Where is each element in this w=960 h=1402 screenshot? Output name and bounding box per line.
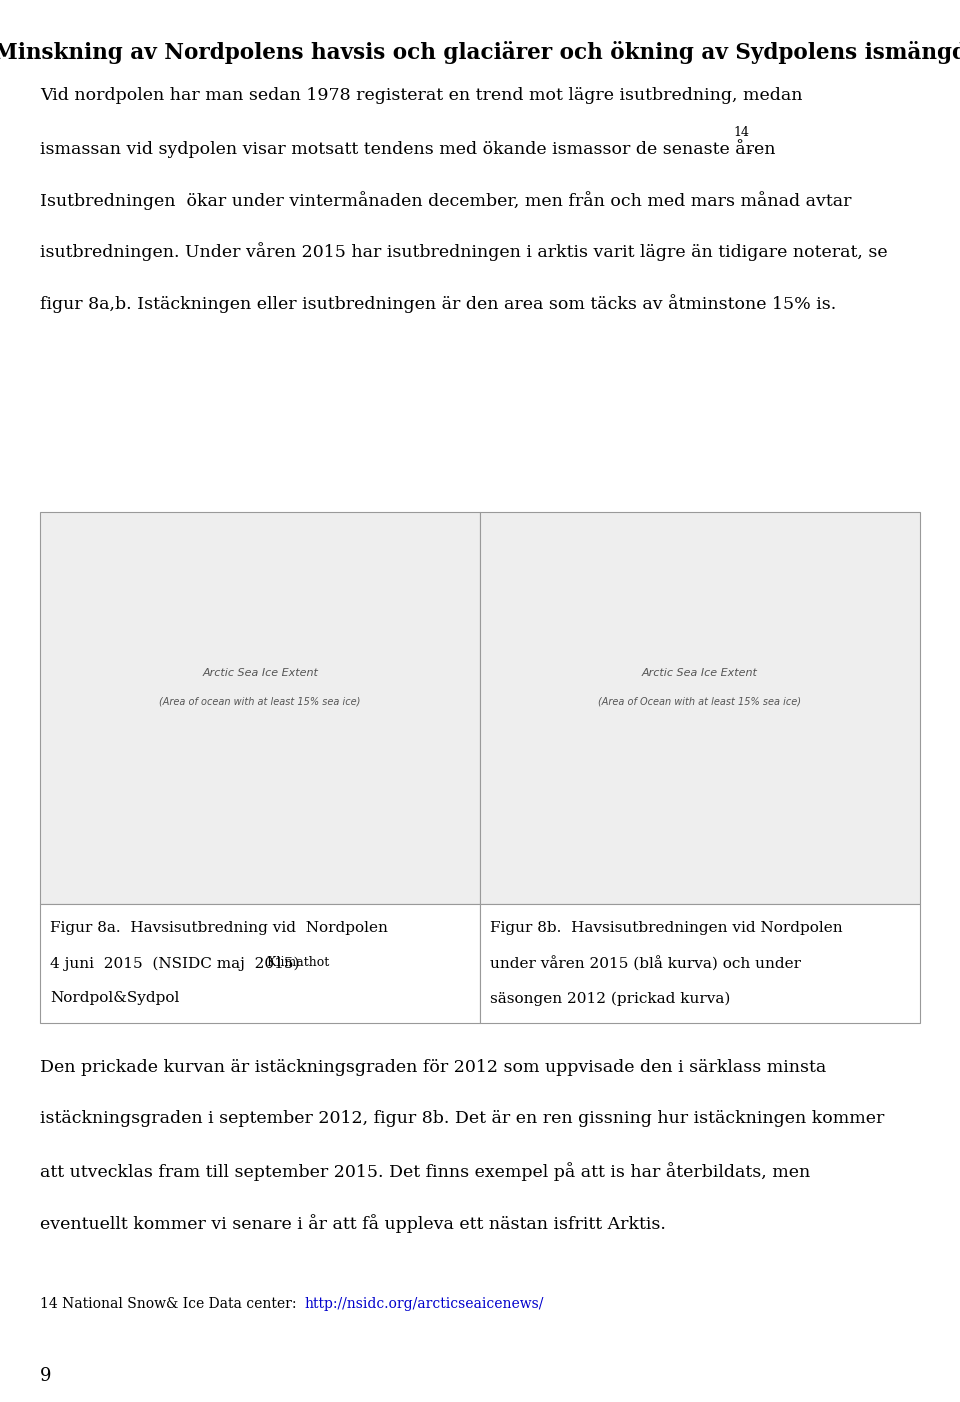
Bar <box>40 512 480 904</box>
Text: figur 8a,b. Istäckningen eller isutbredningen är den area som täcks av åtminston: figur 8a,b. Istäckningen eller isutbredn… <box>40 294 836 313</box>
Text: Den prickade kurvan är istäckningsgraden för 2012 som uppvisade den i särklass m: Den prickade kurvan är istäckningsgraden… <box>40 1059 827 1075</box>
Text: isutbredningen. Under våren 2015 har isutbredningen i arktis varit lägre än tidi: isutbredningen. Under våren 2015 har isu… <box>40 243 888 261</box>
Text: istäckningsgraden i september 2012, figur 8b. Det är en ren gissning hur istäckn: istäckningsgraden i september 2012, figu… <box>40 1110 885 1127</box>
Text: (Area of ocean with at least 15% sea ice): (Area of ocean with at least 15% sea ice… <box>159 695 361 707</box>
Text: under våren 2015 (blå kurva) och under: under våren 2015 (blå kurva) och under <box>490 956 801 972</box>
Text: 14 National Snow& Ice Data center:: 14 National Snow& Ice Data center: <box>40 1297 301 1311</box>
Bar <box>480 904 920 1023</box>
Text: Minskning av Nordpolens havsis och glaciärer och ökning av Sydpolens ismängd: Minskning av Nordpolens havsis och glaci… <box>0 41 960 63</box>
Text: Arctic Sea Ice Extent: Arctic Sea Ice Extent <box>642 667 757 679</box>
Text: 9: 9 <box>40 1367 52 1385</box>
Text: eventuellt kommer vi senare i år att få uppleva ett nästan isfritt Arktis.: eventuellt kommer vi senare i år att få … <box>40 1214 666 1232</box>
Text: 14: 14 <box>733 126 750 139</box>
Text: säsongen 2012 (prickad kurva): säsongen 2012 (prickad kurva) <box>490 991 730 1005</box>
Text: ismassan vid sydpolen visar motsatt tendens med ökande ismassor de senaste åren: ismassan vid sydpolen visar motsatt tend… <box>40 139 776 157</box>
Text: Vid nordpolen har man sedan 1978 registerat en trend mot lägre isutbredning, med: Vid nordpolen har man sedan 1978 registe… <box>40 87 803 104</box>
Text: http://nsidc.org/arcticseaicenews/: http://nsidc.org/arcticseaicenews/ <box>304 1297 543 1311</box>
Text: Klimathot: Klimathot <box>263 956 329 969</box>
Text: Nordpol&Sydpol: Nordpol&Sydpol <box>50 991 180 1005</box>
Text: Figur 8b.  Havsisutbredningen vid Nordpolen: Figur 8b. Havsisutbredningen vid Nordpol… <box>490 921 842 935</box>
Bar <box>40 904 480 1023</box>
Text: Figur 8a.  Havsisutbredning vid  Nordpolen: Figur 8a. Havsisutbredning vid Nordpolen <box>50 921 388 935</box>
Text: (Area of Ocean with at least 15% sea ice): (Area of Ocean with at least 15% sea ice… <box>598 695 802 707</box>
Text: 4 juni  2015  (NSIDC maj  2015): 4 juni 2015 (NSIDC maj 2015) <box>50 956 300 970</box>
Text: .: . <box>748 139 754 156</box>
Text: att utvecklas fram till september 2015. Det finns exempel på att is har återbild: att utvecklas fram till september 2015. … <box>40 1162 810 1180</box>
Bar <box>480 512 920 904</box>
Text: Arctic Sea Ice Extent: Arctic Sea Ice Extent <box>203 667 318 679</box>
Text: Isutbredningen  ökar under vintermånaden december, men från och med mars månad a: Isutbredningen ökar under vintermånaden … <box>40 191 852 209</box>
